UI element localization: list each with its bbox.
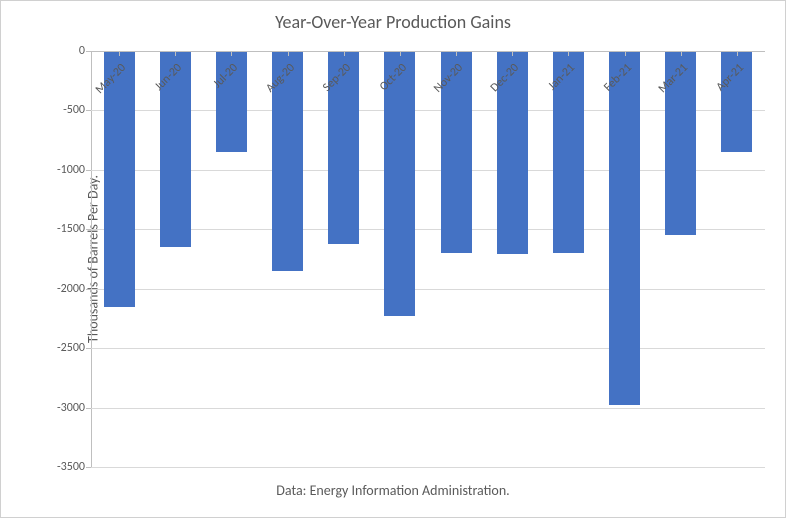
- x-tick: [288, 51, 289, 56]
- x-tick: [231, 51, 232, 56]
- x-tick: [456, 51, 457, 56]
- x-tick: [344, 51, 345, 56]
- x-tick: [512, 51, 513, 56]
- x-tick: [625, 51, 626, 56]
- x-tick: [175, 51, 176, 56]
- y-tick-label: -1500: [57, 222, 85, 236]
- x-tick: [737, 51, 738, 56]
- y-tick: [86, 289, 91, 290]
- chart-caption: Data: Energy Information Administration.: [1, 482, 785, 499]
- y-tick-label: -3000: [57, 401, 85, 415]
- y-tick-label: -1000: [57, 163, 85, 177]
- y-tick-label: -3500: [57, 460, 85, 474]
- x-tick: [681, 51, 682, 56]
- plot-area: May-20Jun-20Jul-20Aug-20Sep-20Oct-20Nov-…: [91, 51, 765, 467]
- x-tick: [119, 51, 120, 56]
- y-tick-label: 0: [79, 44, 85, 58]
- y-tick: [86, 229, 91, 230]
- y-tick: [86, 467, 91, 468]
- gridline: [91, 467, 765, 468]
- y-tick-label: -500: [63, 103, 85, 117]
- chart-title: Year-Over-Year Production Gains: [1, 1, 785, 33]
- x-tick: [400, 51, 401, 56]
- y-tick: [86, 408, 91, 409]
- x-axis-line: [91, 51, 765, 52]
- chart-container: Year-Over-Year Production Gains Thousand…: [0, 0, 786, 518]
- y-tick: [86, 348, 91, 349]
- y-tick: [86, 110, 91, 111]
- bars-group: [91, 51, 765, 467]
- y-tick: [86, 170, 91, 171]
- bar: [609, 51, 640, 405]
- y-tick-label: -2000: [57, 282, 85, 296]
- x-tick: [568, 51, 569, 56]
- y-tick-label: -2500: [57, 341, 85, 355]
